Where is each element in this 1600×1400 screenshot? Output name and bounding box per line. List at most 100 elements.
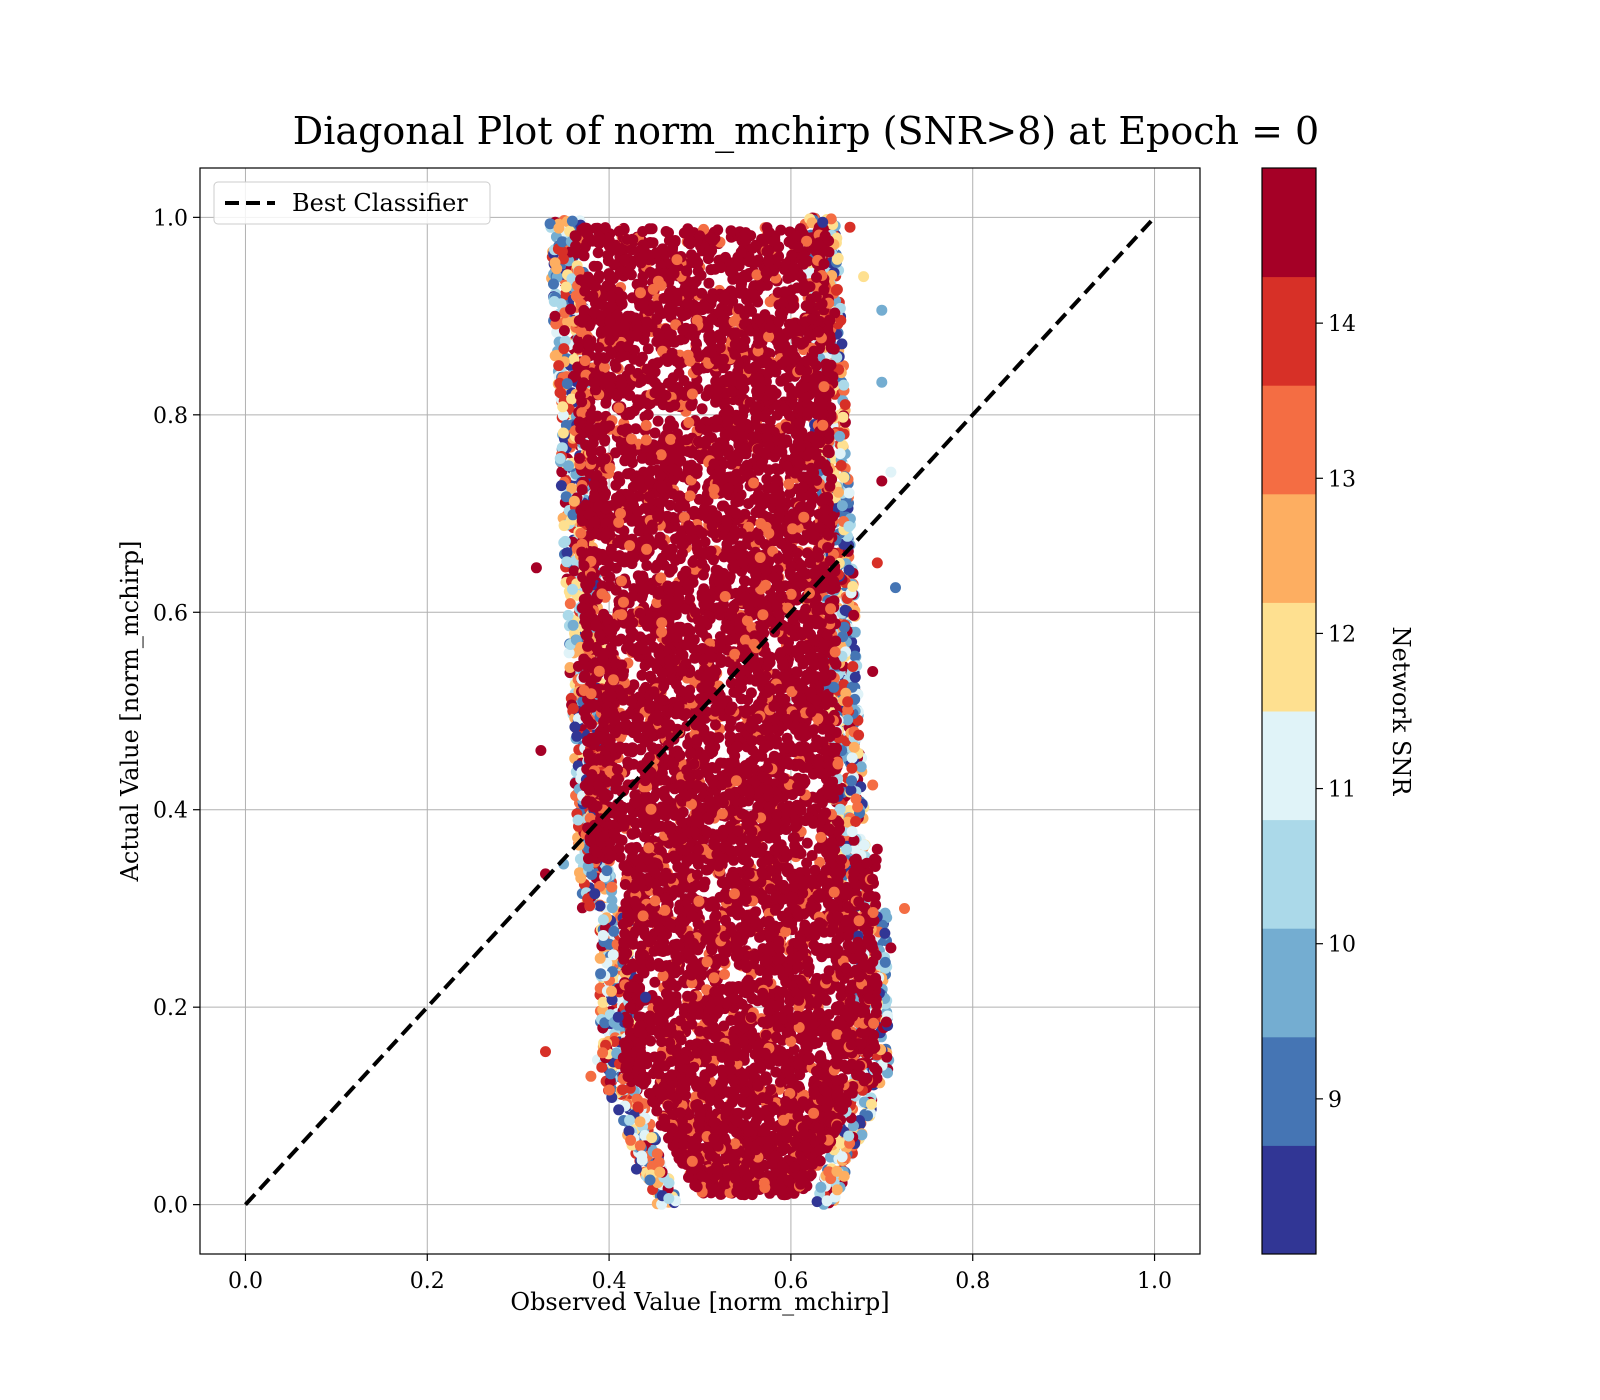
scatter-point: [625, 1134, 637, 1146]
scatter-point: [849, 626, 861, 638]
scatter-point: [601, 865, 613, 877]
scatter-point: [831, 1165, 843, 1177]
scatter-point: [548, 278, 559, 290]
scatter-point: [566, 393, 578, 405]
scatter-point: [566, 215, 578, 227]
scatter-point: [815, 1181, 827, 1193]
scatter-point: [595, 968, 607, 980]
scatter-point: [646, 1132, 658, 1144]
scatter-point: [567, 619, 579, 631]
scatter-point: [594, 952, 606, 964]
scatter-point: [654, 1166, 666, 1178]
scatter-point: [553, 222, 565, 234]
scatter-point: [606, 985, 617, 997]
scatter-points: [530, 212, 910, 1210]
scatter-point: [624, 1114, 636, 1126]
scatter-point: [553, 360, 565, 372]
scatter-point: [548, 296, 560, 307]
scatter-point: [589, 888, 601, 900]
scatter-point: [607, 949, 619, 961]
scatter-point: [855, 761, 867, 773]
scatter-point: [634, 1140, 646, 1152]
scatter-point: [565, 303, 577, 315]
scatter-point: [838, 379, 850, 391]
scatter-point: [742, 498, 754, 510]
scatter-point: [846, 826, 858, 838]
scatter-point: [843, 521, 855, 532]
scatter-point: [562, 609, 574, 621]
scatter-point: [830, 284, 842, 296]
scatter-point: [831, 1184, 843, 1196]
scatter-point: [843, 564, 855, 576]
scatter-point: [811, 1196, 823, 1208]
scatter-point: [663, 1193, 675, 1204]
scatter-point: [651, 1148, 663, 1160]
scatter-point: [606, 902, 618, 914]
chart-title: Diagonal Plot of norm_mchirp (SNR>8) at …: [293, 109, 1319, 154]
scatter-point: [879, 927, 891, 939]
scatter-point: [703, 277, 715, 289]
scatter-point: [594, 900, 606, 912]
scatter-point: [557, 427, 569, 439]
scatter-point: [561, 378, 573, 390]
scatter-point: [842, 696, 854, 708]
scatter-point: [846, 752, 858, 764]
scatter-point: [879, 956, 891, 968]
scatter-point: [571, 730, 583, 742]
scatter-point: [848, 609, 860, 621]
scatter-point: [564, 662, 576, 673]
scatter-point: [617, 1084, 628, 1096]
scatter-point: [572, 814, 584, 826]
scatter-point: [649, 427, 661, 439]
scatter-point: [551, 263, 563, 275]
scatter-point: [846, 762, 858, 774]
scatter-point: [605, 1068, 617, 1080]
scatter-point: [847, 661, 859, 672]
scatter-point: [597, 1047, 609, 1059]
scatter-point: [558, 520, 570, 532]
scatter-point: [597, 930, 609, 941]
scatter-point: [569, 721, 581, 733]
scatter-point: [836, 1151, 848, 1163]
scatter-point: [696, 403, 708, 415]
scatter-point: [834, 430, 846, 442]
scatter-point: [821, 1195, 833, 1207]
scatter-point: [866, 1098, 877, 1110]
scatter-point: [850, 793, 862, 805]
scatter-point: [837, 411, 849, 423]
scatter-point: [599, 1017, 611, 1029]
scatter-point: [567, 583, 578, 595]
scatter-point: [847, 581, 859, 592]
scatter-point: [838, 471, 850, 483]
scatter-point: [574, 853, 586, 865]
scatter-point: [604, 1076, 616, 1088]
scatter-point: [843, 1130, 855, 1142]
scatter-point: [636, 1150, 648, 1162]
scatter-point: [568, 495, 580, 507]
scatter-point: [561, 547, 573, 559]
scatter-point: [850, 816, 862, 827]
scatter-point: [839, 399, 851, 411]
scatter-point: [564, 598, 576, 610]
scatter-point: [597, 914, 609, 926]
scatter-point: [849, 671, 861, 683]
scatter-point: [862, 1110, 873, 1122]
scatter-point: [632, 1101, 644, 1113]
scatter-point: [554, 453, 566, 464]
scatter-point: [556, 442, 568, 454]
scatter-point: [613, 1104, 625, 1116]
scatter-point: [549, 310, 561, 322]
scatter-point: [856, 1129, 868, 1141]
scatter-point: [834, 448, 846, 460]
scatter-point: [642, 409, 654, 421]
scatter-point: [558, 343, 570, 355]
scatter-point: [575, 872, 587, 884]
scatter-point: [634, 1116, 646, 1128]
scatter-point: [603, 1084, 615, 1096]
scatter-point: [858, 839, 870, 851]
scatter-point: [606, 881, 618, 893]
scatter-point: [555, 480, 567, 492]
scatter-point: [555, 387, 567, 399]
scatter-point: [846, 775, 858, 787]
